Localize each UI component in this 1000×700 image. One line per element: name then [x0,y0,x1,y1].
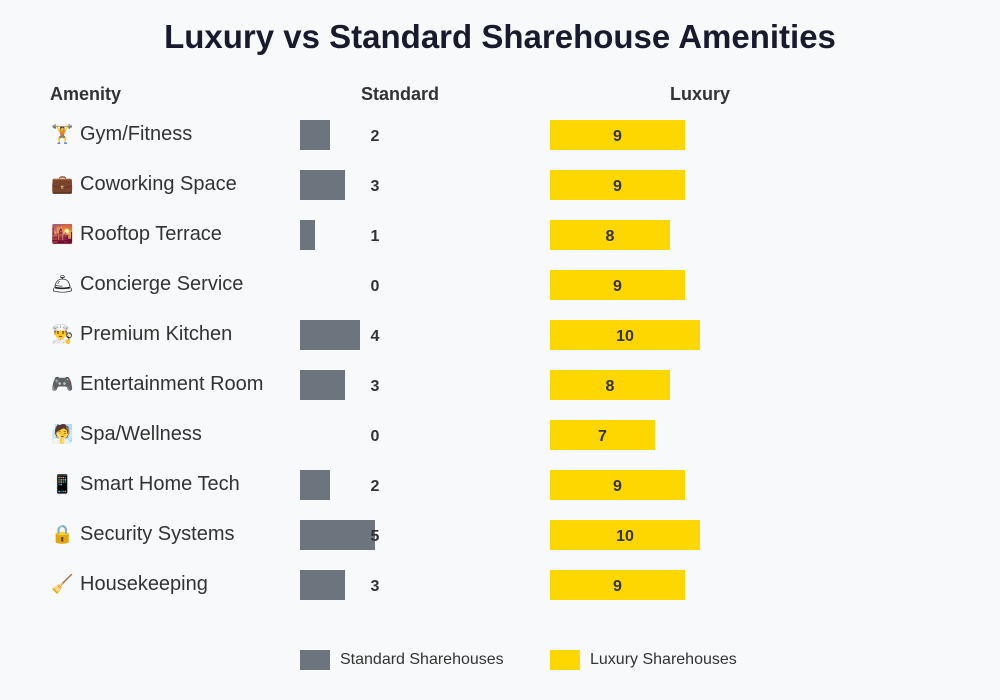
mobile-phone-icon: 📱 [51,473,73,495]
value-label-standard: 0 [371,278,380,295]
bar-luxury [550,120,685,150]
value-label-luxury: 10 [616,328,634,345]
briefcase-icon: 💼 [51,174,73,195]
bar-standard [300,470,330,500]
broom-icon: 🧹 [51,573,73,595]
bar-standard [300,220,315,250]
header-luxury: Luxury [670,84,731,104]
bar-standard [300,170,345,200]
header-amenity: Amenity [50,84,122,104]
category-label: Premium Kitchen [80,323,232,345]
lock-icon: 🔒 [51,524,73,545]
category-label: Coworking Space [80,173,237,195]
bar-luxury [550,520,700,550]
value-label-standard: 3 [371,178,380,195]
legend-label-standard: Standard Sharehouses [340,651,504,668]
value-label-luxury: 8 [606,378,615,395]
value-label-luxury: 9 [613,278,622,295]
bar-standard [300,520,375,550]
value-label-standard: 2 [371,128,380,145]
bar-standard [300,320,360,350]
category-label: Entertainment Room [80,373,263,395]
bar-standard [300,120,330,150]
value-label-standard: 5 [371,528,380,545]
category-label: Housekeeping [80,573,208,595]
bar-luxury [550,170,685,200]
value-label-luxury: 9 [613,128,622,145]
value-label-standard: 1 [371,228,380,245]
bar-luxury [550,220,670,250]
bellhop-bell-icon: 🛎 [51,274,74,295]
bar-luxury [550,370,670,400]
value-label-standard: 3 [371,578,380,595]
city-sunset-icon: 🌇 [51,223,73,245]
sauna-person-icon: 🧖 [51,423,73,445]
legend-swatch-standard [300,650,330,670]
chef-icon: 👨‍🍳 [51,323,73,345]
value-label-standard: 2 [371,478,380,495]
legend-label-luxury: Luxury Sharehouses [590,651,737,668]
category-label: Spa/Wellness [80,423,202,445]
bar-luxury [550,320,700,350]
category-label: Concierge Service [80,273,243,295]
bar-luxury [550,270,685,300]
value-label-standard: 0 [371,428,380,445]
header-standard: Standard [361,84,440,104]
game-controller-icon: 🎮 [51,374,73,395]
bar-standard [300,570,345,600]
bar-luxury [550,420,655,450]
bar-standard [300,370,345,400]
category-label: Gym/Fitness [80,123,192,145]
weightlifter-icon: 🏋 [51,123,73,145]
chart-title: Luxury vs Standard Sharehouse Amenities [164,18,836,55]
legend-swatch-luxury [550,650,580,670]
value-label-luxury: 10 [616,528,634,545]
category-label: Smart Home Tech [80,473,240,495]
category-label: Rooftop Terrace [80,223,222,245]
value-label-standard: 3 [371,378,380,395]
value-label-luxury: 8 [606,228,615,245]
value-label-luxury: 7 [598,428,607,445]
value-label-luxury: 9 [613,178,622,195]
value-label-standard: 4 [371,328,380,345]
bar-luxury [550,570,685,600]
value-label-luxury: 9 [613,478,622,495]
value-label-luxury: 9 [613,578,622,595]
category-label: Security Systems [80,523,234,545]
bar-luxury [550,470,685,500]
